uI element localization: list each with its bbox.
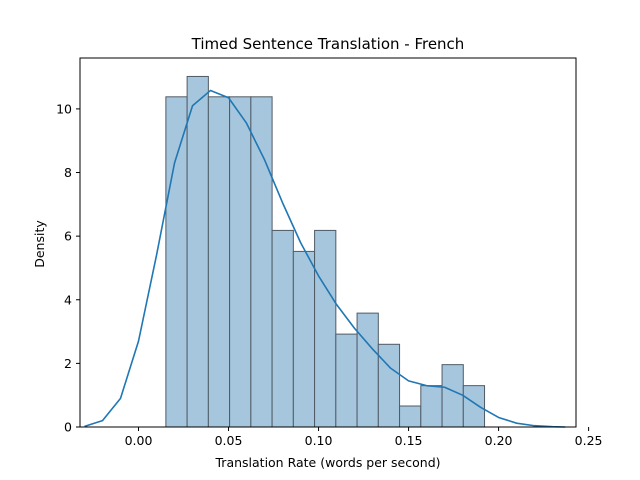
histogram-bar	[250, 96, 273, 428]
x-tick-label: 0.10	[305, 433, 333, 448]
y-tick-label: 8	[64, 165, 72, 180]
histogram-bar	[207, 96, 231, 428]
x-tick-label: 0.00	[125, 433, 153, 448]
plot-frame	[79, 57, 577, 428]
histogram-bar	[186, 75, 209, 428]
histogram-bar	[292, 250, 316, 428]
y-tick-label: 10	[56, 101, 72, 116]
y-tick-label: 0	[64, 420, 72, 435]
x-tick-label: 0.05	[215, 433, 243, 448]
x-axis-label: Translation Rate (words per second)	[215, 455, 441, 470]
x-tick-label: 0.15	[395, 433, 423, 448]
bars-layer	[165, 75, 486, 428]
y-tick-label: 2	[64, 356, 72, 371]
y-axis-label: Density	[32, 220, 47, 268]
histogram-bar	[335, 333, 358, 428]
kde-layer	[84, 89, 566, 428]
x-tick-label: 0.25	[575, 433, 603, 448]
axes-layer: 0.00 0.05 0.10 0.15 0.20 0.25 0 2 4 6 8 10	[56, 57, 603, 448]
y-tick-label: 6	[64, 229, 72, 244]
histogram-bar	[420, 385, 443, 428]
x-tick-label: 0.20	[485, 433, 513, 448]
histogram-bar	[399, 405, 422, 428]
kde-line	[84, 89, 566, 428]
histogram-bar	[314, 229, 337, 428]
histogram-bar	[377, 343, 401, 428]
histogram-bar	[229, 96, 252, 428]
histogram-bar	[165, 96, 188, 428]
y-tick-label: 4	[64, 292, 72, 307]
histogram-bar	[462, 385, 486, 428]
histogram-bar	[271, 229, 294, 428]
histogram-bar	[441, 364, 464, 428]
histogram-bar	[356, 312, 379, 428]
chart-title: Timed Sentence Translation - French	[191, 35, 465, 53]
